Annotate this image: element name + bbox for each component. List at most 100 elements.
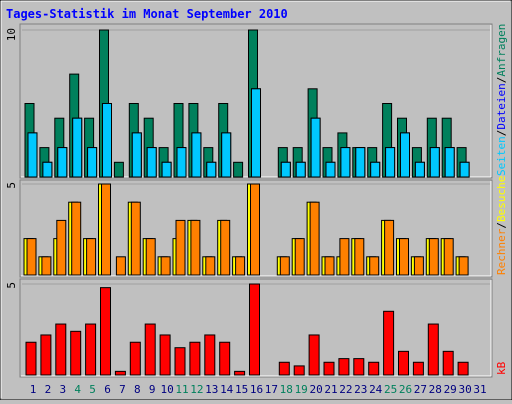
- x-tick-label: 15: [235, 383, 248, 396]
- bar: [25, 341, 37, 376]
- bar: [206, 161, 217, 178]
- bar: [295, 161, 306, 178]
- legend-entry: Besuche: [495, 176, 508, 222]
- y-tick-label: 10: [5, 28, 18, 41]
- legend-entry: Rechner: [495, 228, 508, 275]
- bar: [398, 350, 409, 376]
- x-tick-label: 23: [354, 383, 367, 396]
- bar: [399, 238, 409, 276]
- x-tick-label: 5: [89, 383, 96, 396]
- bar: [85, 323, 97, 376]
- bar: [175, 219, 186, 276]
- bar: [55, 323, 67, 376]
- bar: [71, 201, 82, 276]
- x-tick-label: 27: [414, 383, 427, 396]
- bar: [370, 161, 381, 178]
- bar: [159, 334, 171, 376]
- bar: [324, 256, 335, 276]
- x-tick-label: 4: [74, 383, 81, 396]
- bar: [221, 132, 232, 178]
- bar: [293, 365, 305, 376]
- bar: [205, 256, 216, 276]
- x-tick-label: 6: [104, 383, 111, 396]
- x-tick-label: 9: [149, 383, 156, 396]
- bar: [129, 341, 141, 376]
- x-tick-label: 21: [324, 383, 337, 396]
- bar: [57, 147, 68, 178]
- bar: [310, 117, 321, 178]
- bar: [233, 161, 244, 178]
- x-tick-label: 14: [220, 383, 234, 396]
- bar: [428, 238, 439, 276]
- bar: [114, 370, 126, 376]
- bar: [429, 147, 440, 178]
- bar: [219, 341, 231, 376]
- bar: [100, 287, 111, 376]
- bar: [309, 201, 320, 276]
- bar: [458, 256, 469, 276]
- bar: [414, 161, 425, 178]
- bar: [383, 310, 395, 376]
- bar: [442, 350, 454, 376]
- legend-separator: /: [495, 222, 508, 229]
- legend-entry: kB: [495, 361, 508, 375]
- bar: [145, 238, 156, 276]
- bar: [294, 238, 305, 276]
- bar: [113, 161, 124, 178]
- bar: [355, 147, 366, 178]
- bar: [56, 219, 67, 276]
- bar: [27, 132, 38, 178]
- bar: [115, 256, 126, 276]
- bar: [338, 358, 350, 376]
- bar: [102, 103, 112, 178]
- legend-separator: /: [495, 130, 508, 137]
- bar: [144, 323, 156, 376]
- x-tick-label: 12: [190, 383, 203, 396]
- x-tick-label: 20: [309, 383, 322, 396]
- x-tick-label: 7: [119, 383, 126, 396]
- bar: [457, 361, 469, 376]
- bar: [412, 361, 424, 376]
- bar: [385, 147, 396, 178]
- x-tick-label: 11: [175, 383, 188, 396]
- bar: [161, 161, 172, 178]
- bar: [204, 334, 216, 376]
- bar: [353, 358, 365, 376]
- legend-entry: Anfragen: [495, 24, 508, 77]
- bar: [278, 361, 290, 376]
- x-tick-label: 17: [265, 383, 278, 396]
- bar: [26, 238, 37, 276]
- x-tick-label: 30: [458, 383, 471, 396]
- bar: [191, 132, 202, 178]
- bar: [339, 238, 350, 276]
- bar: [400, 132, 410, 178]
- x-tick-label: 22: [339, 383, 352, 396]
- x-tick-label: 26: [399, 383, 412, 396]
- bar: [101, 183, 111, 276]
- x-tick-label: 13: [205, 383, 218, 396]
- x-tick-label: 2: [45, 383, 52, 396]
- x-tick-label: 25: [384, 383, 397, 396]
- bar: [368, 361, 380, 376]
- bar: [41, 256, 52, 276]
- bar: [279, 256, 290, 276]
- bar: [146, 147, 157, 178]
- y-tick-label: 5: [5, 282, 18, 289]
- x-tick-label: 31: [473, 383, 486, 396]
- bar: [189, 341, 201, 376]
- bar: [250, 183, 260, 276]
- legend: Rechner/Besuche: [495, 176, 508, 275]
- bar: [87, 147, 98, 178]
- bar: [86, 238, 97, 276]
- bar: [369, 256, 380, 276]
- bar: [325, 161, 336, 178]
- legend-separator: /: [495, 77, 508, 84]
- x-tick-label: 8: [134, 383, 141, 396]
- x-tick-label: 1: [30, 383, 37, 396]
- legend: kB: [495, 361, 508, 375]
- bar: [354, 238, 365, 276]
- bar: [443, 238, 454, 276]
- bar: [251, 88, 261, 178]
- x-tick-label: 3: [59, 383, 66, 396]
